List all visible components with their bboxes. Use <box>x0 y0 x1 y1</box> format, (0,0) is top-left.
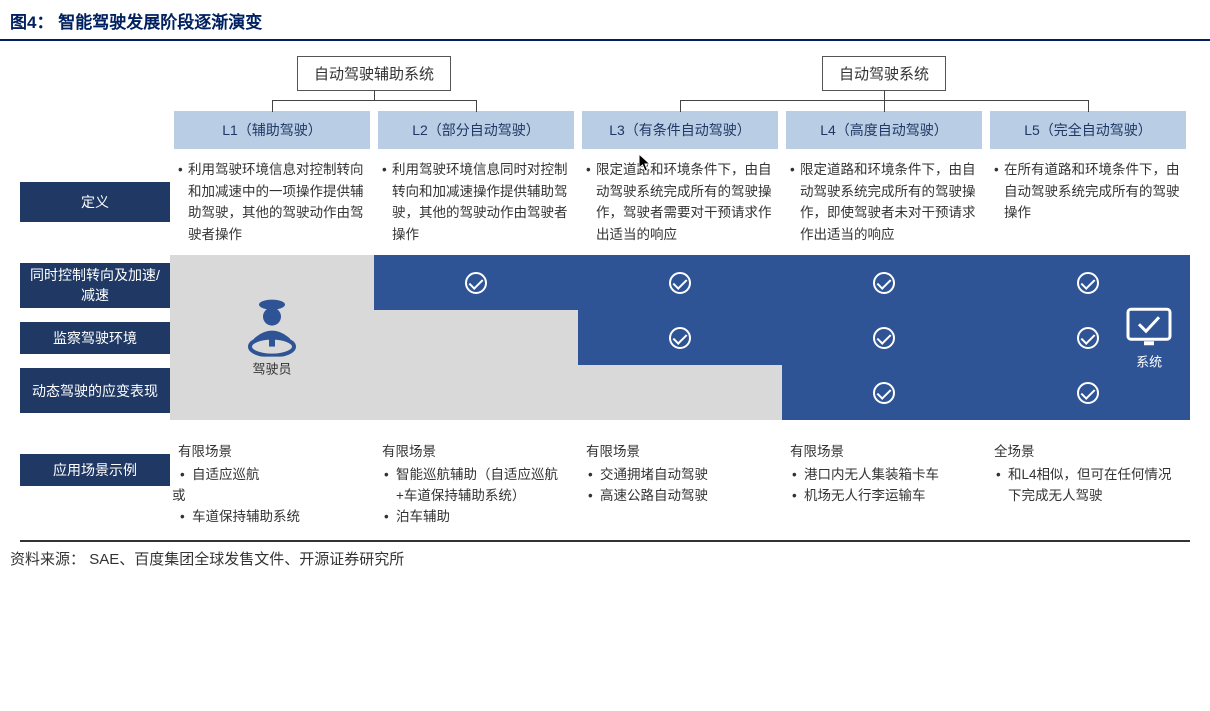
scenario-head: 有限场景 <box>790 442 978 463</box>
figure-title-text: 智能驾驶发展阶段逐渐演变 <box>58 13 262 32</box>
source-text: SAE、百度集团全球发售文件、开源证券研究所 <box>89 551 404 568</box>
scenario-row: 应用场景示例 有限场景 自适应巡航 或 车道保持辅助系统 有限场景 智能巡航辅助… <box>20 434 1190 528</box>
level-header-row: L1（辅助驾驶） L2（部分自动驾驶） L3（有条件自动驾驶） L4（高度自动驾… <box>20 111 1190 149</box>
row-label-scenarios: 应用场景示例 <box>20 454 170 486</box>
cap-human-region <box>578 365 782 420</box>
check-icon <box>873 327 895 349</box>
check-icon <box>669 272 691 294</box>
driver-label: 驾驶员 <box>244 359 300 378</box>
scenario-item: 车道保持辅助系统 <box>178 507 366 528</box>
check-icon <box>669 327 691 349</box>
definition-l4: 限定道路和环境条件下，由自动驾驶系统完成所有的驾驶操作，即使驾驶者未对干预请求作… <box>782 149 986 255</box>
scenario-l3: 有限场景 交通拥堵自动驾驶 高速公路自动驾驶 <box>578 434 782 528</box>
definition-l3: 限定道路和环境条件下，由自动驾驶系统完成所有的驾驶操作，驾驶者需要对干预请求作出… <box>578 149 782 255</box>
source-prefix: 资料来源： <box>10 551 85 568</box>
scenario-item: 高速公路自动驾驶 <box>586 486 774 507</box>
level-header-l5: L5（完全自动驾驶） <box>990 111 1186 149</box>
check-icon <box>465 272 487 294</box>
cap-human-region <box>374 310 578 420</box>
row-label-cap3: 动态驾驶的应变表现 <box>20 368 170 413</box>
scenario-item: 交通拥堵自动驾驶 <box>586 465 774 486</box>
scenario-head: 有限场景 <box>586 442 774 463</box>
check-icon <box>1077 272 1099 294</box>
check-icon <box>873 382 895 404</box>
capability-labels: 同时控制转向及加速/减速 监察驾驶环境 动态驾驶的应变表现 <box>20 255 170 420</box>
cap-system-region <box>374 255 1190 310</box>
level-header-l2: L2（部分自动驾驶） <box>378 111 574 149</box>
scenario-item: 机场无人行李运输车 <box>790 486 978 507</box>
scenario-l4: 有限场景 港口内无人集装箱卡车 机场无人行李运输车 <box>782 434 986 528</box>
level-header-l3: L3（有条件自动驾驶） <box>582 111 778 149</box>
hierarchy-group-2: 自动驾驶系统 <box>578 56 1190 112</box>
scenario-l5: 全场景 和L4相似，但可在任何情况下完成无人驾驶 <box>986 434 1190 528</box>
definition-l5: 在所有道路和环境条件下，由自动驾驶系统完成所有的驾驶操作 <box>986 149 1190 255</box>
definition-l1: 利用驾驶环境信息对控制转向和加减速中的一项操作提供辅助驾驶，其他的驾驶动作由驾驶… <box>170 149 374 255</box>
scenario-item: 港口内无人集装箱卡车 <box>790 465 978 486</box>
figure-number: 图4： <box>10 13 53 32</box>
capability-area: 同时控制转向及加速/减速 监察驾驶环境 动态驾驶的应变表现 <box>20 255 1190 420</box>
cap-system-region <box>782 365 1190 420</box>
chart-area: 自动驾驶辅助系统 自动驾驶系统 L1（辅助驾驶） L2（部分自动驾驶） L3（有… <box>0 41 1210 528</box>
scenario-head: 有限场景 <box>382 442 570 463</box>
capability-matrix: 驾驶员 系统 <box>170 255 1190 420</box>
hierarchy-group-2-label: 自动驾驶系统 <box>822 56 946 91</box>
check-icon <box>1077 327 1099 349</box>
level-header-l1: L1（辅助驾驶） <box>174 111 370 149</box>
scenario-item: 和L4相似，但可在任何情况下完成无人驾驶 <box>994 465 1182 507</box>
source-line: 资料来源： SAE、百度集团全球发售文件、开源证券研究所 <box>0 542 1210 569</box>
check-icon <box>873 272 895 294</box>
scenario-or: 或 <box>172 486 366 507</box>
figure-title: 图4： 智能驾驶发展阶段逐渐演变 <box>0 0 1210 41</box>
scenario-l1: 有限场景 自适应巡航 或 车道保持辅助系统 <box>170 434 374 528</box>
check-icon <box>1077 382 1099 404</box>
row-label-cap2: 监察驾驶环境 <box>20 322 170 354</box>
scenario-head: 全场景 <box>994 442 1182 463</box>
definition-l2: 利用驾驶环境信息同时对控制转向和加减速操作提供辅助驾驶，其他的驾驶动作由驾驶者操… <box>374 149 578 255</box>
level-header-l4: L4（高度自动驾驶） <box>786 111 982 149</box>
scenario-item: 泊车辅助 <box>382 507 570 528</box>
scenario-item: 智能巡航辅助（自适应巡航+车道保持辅助系统） <box>382 465 570 507</box>
system-label: 系统 <box>1124 351 1174 370</box>
row-label-cap1: 同时控制转向及加速/减速 <box>20 263 170 308</box>
system-icon: 系统 <box>1124 305 1174 370</box>
scenario-l2: 有限场景 智能巡航辅助（自适应巡航+车道保持辅助系统） 泊车辅助 <box>374 434 578 528</box>
scenario-head: 有限场景 <box>178 442 366 463</box>
scenario-item: 自适应巡航 <box>178 465 366 486</box>
hierarchy-group-1-label: 自动驾驶辅助系统 <box>297 56 451 91</box>
definition-row: 定义 利用驾驶环境信息对控制转向和加减速中的一项操作提供辅助驾驶，其他的驾驶动作… <box>20 149 1190 255</box>
hierarchy-group-1: 自动驾驶辅助系统 <box>170 56 578 112</box>
hierarchy-row: 自动驾驶辅助系统 自动驾驶系统 <box>170 56 1190 111</box>
row-label-definition: 定义 <box>20 182 170 222</box>
driver-icon: 驾驶员 <box>244 299 300 378</box>
